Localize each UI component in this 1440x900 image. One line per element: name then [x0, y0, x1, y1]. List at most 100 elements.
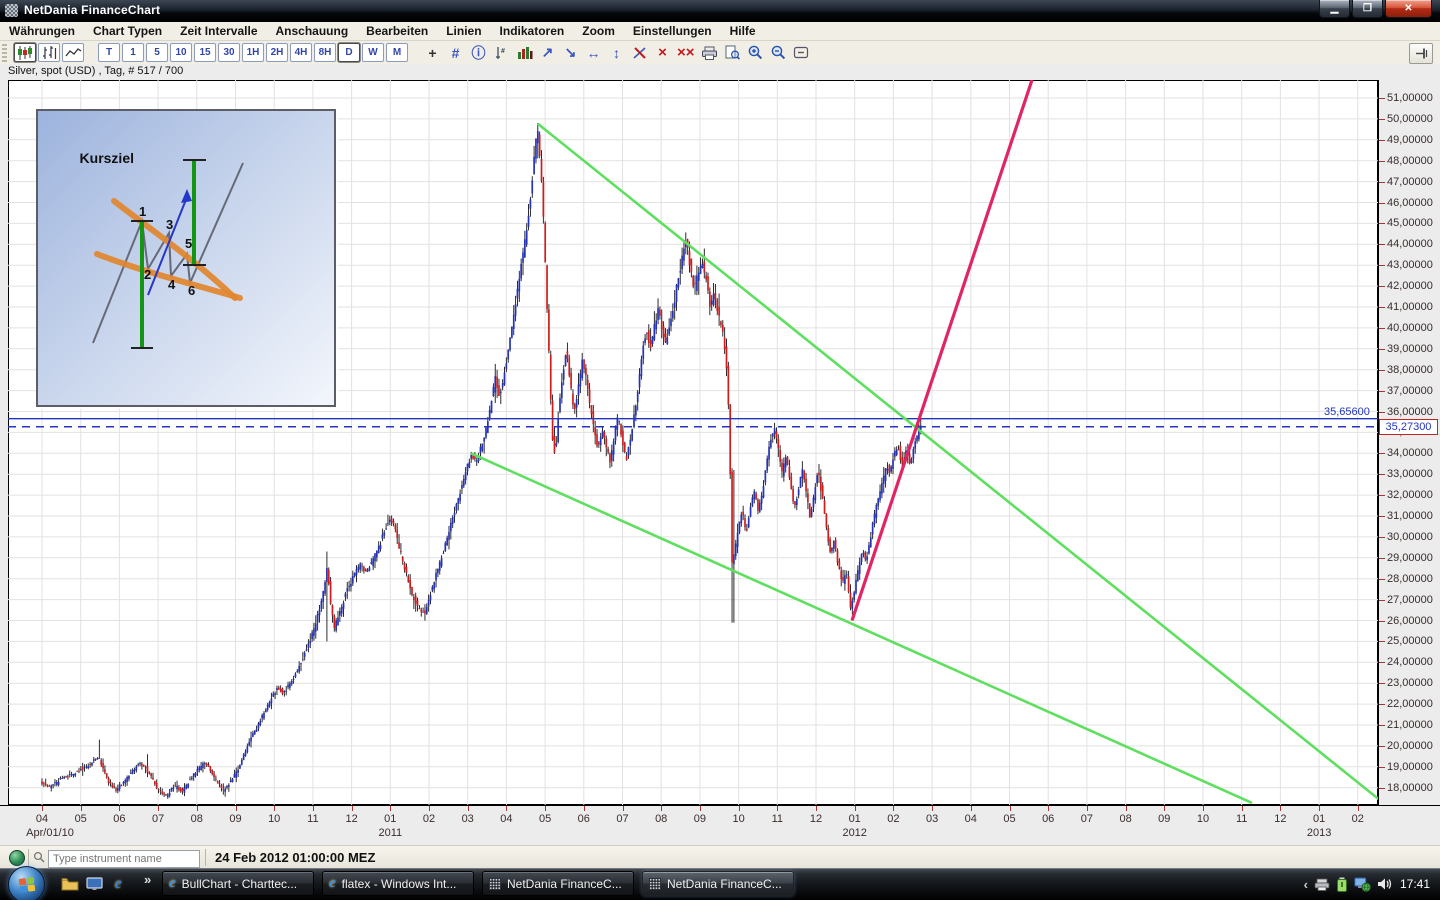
taskbar-button-3[interactable]: NetDania FinanceC... [482, 871, 634, 896]
month-label: 10 [1196, 813, 1210, 825]
minimize-button[interactable]: ▁ [1319, 0, 1350, 18]
delete-line-button[interactable] [630, 44, 649, 61]
interval-m-button[interactable]: M [386, 43, 408, 62]
start-button[interactable] [8, 866, 45, 900]
price-tick [1379, 160, 1385, 162]
interval-15-button[interactable]: 15 [194, 43, 216, 62]
time-tick [932, 806, 934, 811]
time-tick [351, 806, 353, 811]
menu-bearbeiten[interactable]: Bearbeiten [366, 23, 429, 38]
interval-1h-button[interactable]: 1H [242, 43, 264, 62]
network-tray-icon[interactable] [1354, 877, 1371, 892]
trendline-down-button[interactable]: ↘ [564, 44, 577, 60]
menu-chart-typen[interactable]: Chart Typen [93, 23, 163, 38]
menu-linien[interactable]: Linien [446, 23, 482, 38]
zoom-box-button[interactable] [792, 44, 811, 61]
print-preview-button[interactable] [723, 44, 742, 61]
price-tick-label: 47,00000 [1387, 175, 1433, 188]
month-label: 06 [1042, 813, 1055, 825]
menu-einstellungen[interactable]: Einstellungen [632, 23, 712, 38]
interval-t-button[interactable]: T [98, 43, 120, 62]
trendline-horizontal-button[interactable]: ↔ [586, 44, 601, 61]
interval-1-button[interactable]: 1 [122, 43, 144, 62]
zoom-in-button[interactable] [746, 44, 765, 61]
info-balloon-button[interactable]: ⓘ [471, 44, 486, 61]
month-label: 01 [1312, 813, 1326, 825]
instrument-search-input[interactable] [48, 850, 200, 868]
interval-w-button[interactable]: W [362, 43, 384, 62]
delete-selected-button[interactable]: × [658, 44, 667, 61]
interval-5-button[interactable]: 5 [146, 43, 168, 62]
month-label: 12 [345, 813, 358, 825]
quicklaunch-internet-explorer-icon[interactable]: e [114, 875, 122, 892]
interval-2h-button[interactable]: 2H [266, 43, 288, 62]
candlestick-chart-button[interactable] [14, 43, 36, 62]
price-axis[interactable]: 18,00000 19,00000 20,00000 21,00000 22,00000… [1378, 80, 1440, 805]
menu-währungen[interactable]: Währungen [9, 23, 75, 38]
price-tick [1379, 599, 1385, 601]
time-axis[interactable]: 04 05 06 07 08 09 10 11 12 01 02 03 04 05 06 07 08 09 10 11… [0, 805, 1440, 846]
lower-wedge-trendline[interactable] [470, 452, 1253, 805]
interval-8h-button[interactable]: 8H [314, 43, 336, 62]
interval-d-button[interactable]: D [338, 43, 360, 62]
line-chart-button[interactable] [62, 43, 84, 62]
price-tick [1379, 181, 1385, 183]
quicklaunch-show-desktop-icon[interactable] [84, 875, 104, 893]
year-label: Apr/01/10 [26, 827, 74, 839]
menu-hilfe[interactable]: Hilfe [729, 23, 756, 38]
candlestick-chart[interactable] [8, 80, 1378, 805]
grid-button[interactable]: # [451, 44, 460, 61]
time-tick [1164, 806, 1166, 811]
price-lines[interactable] [8, 418, 1378, 428]
interval-4h-button[interactable]: 4H [290, 43, 312, 62]
month-label: 11 [1235, 813, 1248, 825]
price-tick-label: 32,00000 [1387, 489, 1433, 502]
price-marker-button[interactable]: # [492, 44, 511, 61]
menu-zeit-intervalle[interactable]: Zeit Intervalle [180, 23, 258, 38]
separator [205, 849, 206, 866]
quicklaunch-folder-icon[interactable] [60, 875, 80, 893]
interval-30-button[interactable]: 30 [218, 43, 240, 62]
trendline-up-button[interactable]: ↗ [541, 44, 554, 60]
price-tick [1379, 787, 1385, 789]
volume-tray-icon[interactable] [1377, 877, 1392, 891]
pin-chart-button[interactable] [1409, 43, 1433, 64]
kursziel-pattern-inset[interactable]: Kursziel 1 2 3 4 5 6 [36, 109, 336, 407]
price-tick-label: 43,00000 [1387, 259, 1433, 272]
tray-chevron[interactable]: ‹ [1303, 876, 1308, 892]
interval-10-button[interactable]: 10 [170, 43, 192, 62]
time-tick [738, 806, 740, 811]
price-tick [1379, 244, 1385, 246]
price-tick [1379, 453, 1385, 455]
inset-point-4: 4 [168, 277, 176, 292]
print-button[interactable] [700, 44, 719, 61]
netdania-icon [649, 877, 661, 890]
ohlc-bar-chart-button[interactable] [38, 43, 60, 62]
trendline-vertical-button[interactable]: ↕ [613, 44, 620, 61]
printer-tray-icon[interactable] [1314, 878, 1330, 891]
delete-all-button[interactable]: ×× [677, 44, 695, 61]
toolbar-handle[interactable] [2, 43, 7, 62]
crosshair-button[interactable]: + [428, 44, 437, 61]
time-tick [196, 806, 198, 811]
time-tick [274, 806, 276, 811]
taskbar-button-1[interactable]: e BullChart - Charttec... [162, 871, 314, 896]
taskbar-button-4[interactable]: NetDania FinanceC... [642, 871, 794, 896]
taskbar-button-2[interactable]: e flatex - Windows Int... [322, 871, 474, 896]
menu-zoom[interactable]: Zoom [582, 23, 615, 38]
price-tick [1379, 98, 1385, 99]
menu-indikatoren[interactable]: Indikatoren [499, 23, 565, 38]
upper-wedge-trendline[interactable] [537, 122, 1378, 801]
quicklaunch-overflow-chevron[interactable]: » [144, 872, 152, 887]
bull-support-trendline[interactable] [850, 80, 1034, 622]
zoom-out-button[interactable] [769, 44, 788, 61]
clock[interactable]: 17:41 [1399, 877, 1430, 891]
restore-button[interactable]: ❐ [1352, 0, 1383, 18]
power-tray-icon[interactable] [1336, 877, 1348, 892]
price-tick [1379, 348, 1385, 350]
close-button[interactable]: ✕ [1385, 0, 1432, 18]
inset-title: Kursziel [80, 150, 134, 166]
volume-histogram-button[interactable] [515, 44, 534, 61]
price-tick-label: 27,00000 [1387, 593, 1433, 606]
menu-anschauung[interactable]: Anschauung [275, 23, 349, 38]
